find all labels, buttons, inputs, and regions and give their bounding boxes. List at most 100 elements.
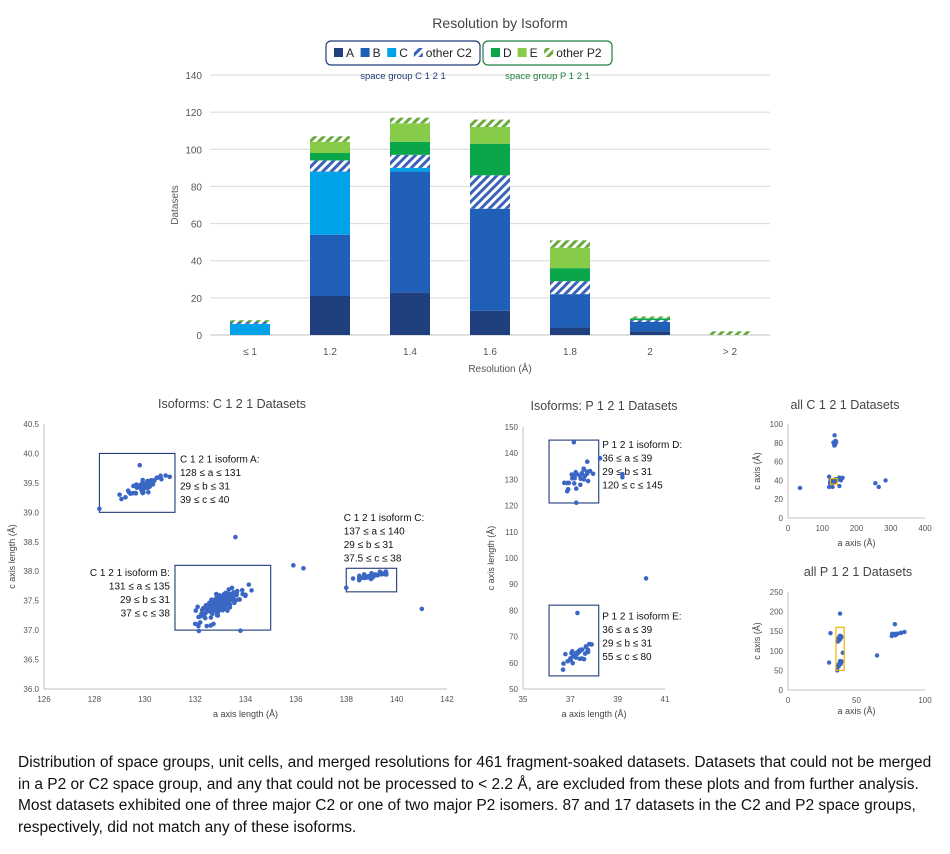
scatterP2-point	[582, 473, 588, 479]
legend-swatch-otherP2	[544, 48, 554, 57]
legend-label-otherC2: other C2	[426, 46, 472, 60]
bar-D-2	[390, 141, 430, 155]
scatterP2-title: Isoforms: P 1 2 1 Datasets	[530, 399, 677, 413]
scatterP2-point	[583, 644, 589, 650]
allP2-point	[826, 660, 832, 665]
scatterC2-point	[208, 623, 214, 628]
scatterC2-xtick-label: 126	[37, 695, 51, 704]
scatterP2-xlabel: a axis length (Å)	[561, 709, 626, 719]
allC2-highlight-box	[829, 477, 838, 485]
scatterC2-point	[419, 606, 425, 612]
scatterP2-ytick-label: 90	[509, 580, 518, 589]
isoform-label-line: 55 ≤ c ≤ 80	[602, 652, 652, 663]
allC2-xlabel: a axis (Å)	[837, 538, 875, 548]
scatterC2-point	[343, 585, 349, 591]
histogram-title: Resolution by Isoform	[432, 15, 567, 31]
legend-swatch-otherC2	[413, 48, 423, 57]
allP2-highlight-box	[835, 626, 845, 672]
scatterP2-ytick-label: 140	[505, 449, 519, 458]
scatterC2-point	[370, 573, 375, 578]
scatterC2-point	[249, 588, 254, 593]
legend-group-box	[325, 40, 481, 66]
scatterC2-ytick-label: 40.0	[23, 449, 39, 458]
scatterP2-point	[572, 475, 577, 481]
bar-otherP2-3	[470, 119, 510, 127]
scatterC2-point	[163, 473, 168, 478]
allC2-ytick-label: 80	[774, 439, 783, 448]
bar-otherP2-5	[630, 316, 670, 319]
scatterC2-ytick-label: 37.0	[23, 626, 39, 635]
bar-B-5	[630, 322, 670, 332]
scatterC2-ytick-label: 40.5	[23, 420, 39, 429]
scatterP2-xtick-label: 37	[566, 695, 575, 704]
bar-otherC2-0	[230, 322, 270, 324]
bar-otherC2-1	[310, 160, 350, 172]
scatterC2-xtick-label: 142	[440, 695, 454, 704]
histogram-xtick-label: > 2	[723, 347, 738, 358]
scatterP2-isoform-box-1	[548, 604, 600, 677]
legend-label-B: B	[373, 46, 381, 60]
histogram-xlabel: Resolution (Å)	[468, 362, 531, 375]
scatterC2-point	[196, 628, 202, 634]
scatterP2-point	[577, 656, 582, 662]
scatterC2-point	[141, 490, 146, 495]
histogram-xtick-label: 1.2	[323, 347, 337, 358]
bar-D-4	[550, 268, 590, 282]
bar-otherC2-2	[390, 154, 430, 168]
scatterC2-point	[231, 593, 237, 599]
allP2-point	[838, 659, 843, 665]
histogram-ylabel: Datasets	[170, 185, 181, 224]
isoform-label-line: 29 ≤ b ≤ 31	[344, 540, 394, 551]
allC2-point	[832, 433, 837, 438]
scatterP2-ytick-label: 60	[509, 659, 518, 668]
bar-E-1	[310, 141, 350, 153]
legend-label-C: C	[399, 46, 408, 60]
scatterC2-ytick-label: 39.5	[23, 479, 39, 488]
allP2-ytick-label: 0	[779, 686, 784, 695]
legend-swatch-D	[491, 48, 500, 57]
bar-C-2	[390, 167, 430, 172]
legend-swatch-C	[387, 48, 397, 57]
scatterC2-point	[158, 473, 163, 479]
allP2-ytick-label: 250	[770, 588, 784, 597]
histogram-xtick-label: 1.8	[563, 347, 577, 358]
histogram-ytick-label: 120	[185, 108, 202, 119]
isoform-label-line: 39 ≤ c ≤ 40	[180, 495, 230, 506]
legend-label-otherP2: other P2	[556, 46, 602, 60]
legend-group-label: space group P 1 2 1	[505, 71, 590, 82]
scatterC2-title: Isoforms: C 1 2 1 Datasets	[158, 397, 306, 411]
allC2-xtick-label: 200	[850, 524, 864, 533]
scatterP2-point	[571, 439, 577, 445]
scatterC2-point	[291, 563, 296, 568]
scatterC2-point	[205, 608, 210, 614]
scatterC2-point	[154, 475, 159, 481]
scatterC2-point	[238, 628, 243, 633]
isoform-label-line: 29 ≤ b ≤ 31	[602, 639, 652, 650]
histogram-ytick-label: 80	[191, 182, 203, 193]
bar-otherC2-4	[550, 281, 590, 295]
bar-B-4	[550, 294, 590, 328]
scatterC2-point	[301, 565, 306, 571]
bar-D-3	[470, 143, 510, 176]
scatterP2-point	[571, 481, 577, 486]
bar-A-5	[630, 331, 670, 335]
allP2-ytick-label: 50	[774, 666, 783, 675]
scatterC2-point	[350, 576, 356, 581]
allC2-title: all C 1 2 1 Datasets	[790, 398, 899, 412]
allP2-point	[837, 611, 843, 616]
allC2-ytick-label: 100	[770, 420, 784, 429]
allC2-point	[830, 484, 835, 490]
legend-label-D: D	[503, 46, 512, 60]
allP2-xtick-label: 100	[918, 696, 932, 705]
scatterP2-point	[563, 651, 568, 657]
scatterP2-xtick-label: 35	[519, 695, 528, 704]
scatterC2-point	[237, 597, 243, 602]
allC2-xtick-label: 400	[918, 524, 932, 533]
scatterP2-isoform-label-1: P 1 2 1 isoform E: 36 ≤ a ≤ 39 29 ≤ b ≤ 31…	[602, 612, 681, 664]
allC2-point	[876, 484, 881, 490]
isoform-label-line: C 1 2 1 isoform C:	[344, 513, 425, 524]
scatterP2-ytick-label: 130	[505, 475, 519, 484]
histogram-xtick-label: ≤ 1	[243, 347, 257, 358]
scatterP2-point	[575, 610, 580, 616]
scatterC2-point	[193, 608, 199, 613]
